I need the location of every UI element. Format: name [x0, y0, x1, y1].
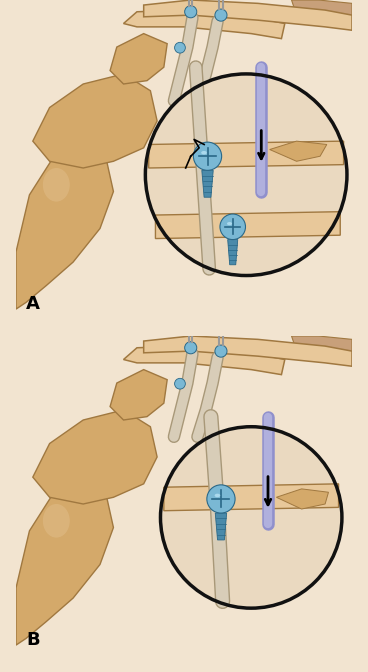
Circle shape	[207, 485, 235, 513]
Ellipse shape	[227, 222, 232, 225]
Circle shape	[215, 9, 227, 21]
Ellipse shape	[43, 504, 70, 538]
Polygon shape	[33, 74, 157, 168]
Polygon shape	[124, 10, 285, 38]
Circle shape	[174, 378, 185, 389]
Polygon shape	[276, 489, 329, 509]
Circle shape	[160, 427, 342, 608]
Polygon shape	[270, 141, 327, 161]
Circle shape	[215, 345, 227, 358]
Polygon shape	[16, 480, 113, 645]
Ellipse shape	[201, 151, 207, 155]
Ellipse shape	[215, 494, 220, 497]
Polygon shape	[110, 34, 167, 84]
Circle shape	[194, 142, 222, 171]
Polygon shape	[155, 212, 340, 239]
Circle shape	[185, 341, 197, 353]
Polygon shape	[291, 0, 352, 24]
Text: A: A	[26, 295, 40, 313]
Polygon shape	[16, 144, 113, 309]
Polygon shape	[291, 336, 352, 360]
Polygon shape	[110, 370, 167, 420]
Polygon shape	[202, 171, 213, 198]
Circle shape	[145, 74, 347, 276]
Circle shape	[174, 42, 185, 53]
Circle shape	[185, 6, 197, 18]
Polygon shape	[144, 0, 352, 30]
Ellipse shape	[43, 168, 70, 202]
Circle shape	[220, 214, 245, 240]
Polygon shape	[149, 141, 344, 168]
Text: B: B	[26, 631, 40, 649]
Polygon shape	[33, 410, 157, 504]
Polygon shape	[124, 346, 285, 375]
Polygon shape	[144, 336, 352, 366]
Polygon shape	[228, 240, 238, 265]
Polygon shape	[215, 513, 227, 540]
Polygon shape	[164, 484, 339, 511]
